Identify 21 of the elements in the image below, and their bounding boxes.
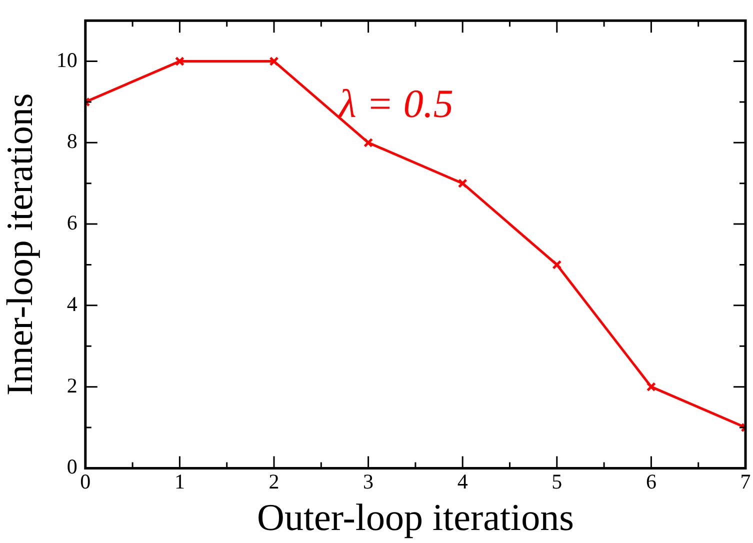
x-tick-label: 1 (174, 469, 185, 494)
y-axis-title: Inner-loop iterations (0, 93, 41, 396)
x-tick-label: 6 (646, 469, 656, 494)
point (458, 178, 468, 188)
point (646, 382, 656, 392)
x-tick-label: 3 (363, 469, 374, 494)
y-tick-label: 4 (66, 292, 78, 316)
y-tick-label: 2 (66, 373, 78, 398)
y-tick-label: 8 (66, 129, 78, 154)
point (174, 56, 184, 66)
point (269, 56, 279, 66)
point (364, 138, 374, 148)
x-tick-label: 5 (552, 469, 562, 494)
x-tick-label: 7 (740, 469, 751, 494)
x-tick-label: 4 (457, 469, 468, 494)
point (552, 260, 562, 270)
x-tick-label: 2 (268, 469, 280, 494)
y-tick-label: 6 (66, 210, 78, 235)
x-axis-title: Outer-loop iterations (257, 497, 574, 540)
series-label: λ = 0.5 (338, 80, 454, 126)
y-tick-label: 10 (56, 48, 78, 72)
